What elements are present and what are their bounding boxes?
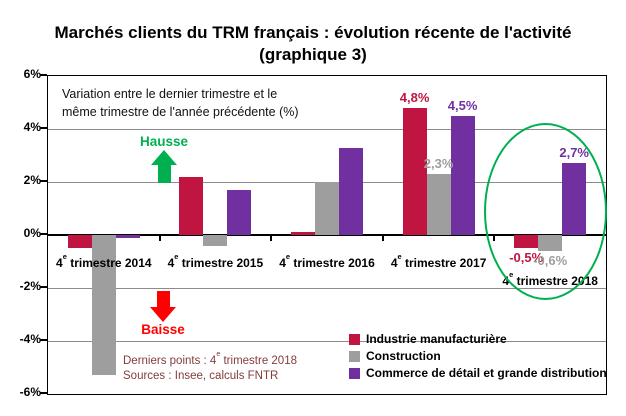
bar-construction-2016: [315, 182, 339, 235]
bar-value-label: 2,3%: [423, 156, 454, 172]
variation-note-line1: Variation entre le dernier trimestre et …: [62, 87, 278, 101]
chart-title: Marchés clients du TRM français : évolut…: [0, 22, 626, 66]
hausse-label: Hausse: [139, 134, 189, 149]
chart-title-line2: (graphique 3): [259, 45, 367, 64]
bar-commerce-2014: [115, 235, 140, 238]
y-tick-label: 4%: [23, 120, 41, 134]
bar-industrie-2015: [179, 176, 204, 235]
legend-item-label: Industrie manufacturière: [366, 332, 507, 346]
bar-commerce-2016: [339, 147, 363, 235]
legend-swatch-icon: [349, 333, 360, 345]
x-axis-zero-line: [48, 234, 606, 236]
footnote-line1: Derniers points : 4e trimestre 2018: [123, 349, 297, 367]
plot-area: Variation entre le dernier trimestre et …: [47, 75, 607, 395]
bar-industrie-2017: [402, 107, 427, 235]
bar-industrie-2014: [67, 235, 92, 249]
chart-title-line1: Marchés clients du TRM français : évolut…: [54, 23, 572, 42]
category-label-2016: 4e trimestre 2016: [279, 251, 375, 270]
legend-swatch-icon: [349, 350, 360, 362]
y-tick-mark: [40, 392, 47, 394]
bar-value-label: 4,8%: [399, 89, 430, 105]
up-arrow-icon: [132, 150, 196, 183]
bar-construction-2014: [91, 235, 116, 376]
gridline: [48, 288, 606, 289]
legend-item: Construction: [349, 349, 607, 363]
hausse-annotation: Hausse: [132, 134, 196, 183]
y-tick-label: 0%: [23, 226, 41, 240]
bar-construction-2015: [203, 235, 228, 246]
legend-item-label: Commerce de détail et grande distributio…: [366, 366, 607, 380]
category-label-2014: 4e trimestre 2014: [56, 251, 152, 270]
baisse-label: Baisse: [141, 322, 185, 337]
gridline: [48, 129, 606, 130]
baisse-annotation: Baisse: [131, 291, 195, 338]
legend-swatch-icon: [349, 367, 360, 379]
bar-value-label: 4,5%: [447, 97, 478, 113]
variation-note-line2: même trimestre de l'année précédente (%): [62, 105, 299, 120]
source-footnote: Derniers points : 4e trimestre 2018 Sour…: [123, 349, 297, 385]
legend-item: Commerce de détail et grande distributio…: [349, 366, 607, 380]
y-tick-mark: [40, 127, 47, 129]
bar-construction-2017: [426, 174, 451, 235]
legend-item-label: Construction: [366, 349, 441, 363]
x-tick-mark: [381, 236, 384, 241]
y-tick-label: 2%: [23, 173, 41, 187]
bar-commerce-2015: [227, 189, 252, 235]
x-tick-mark: [270, 236, 273, 241]
bar-industrie-2016: [291, 232, 315, 235]
y-tick-mark: [40, 74, 47, 76]
y-tick-mark: [40, 286, 47, 288]
y-tick-mark: [40, 233, 47, 235]
y-axis: 6% 4% 2% 0% -2% -4% -6%: [0, 67, 41, 399]
footnote-line2: Sources : Insee, calculs FNTR: [123, 370, 279, 383]
y-tick-label: 6%: [23, 67, 41, 81]
category-label-2017: 4e trimestre 2017: [390, 251, 487, 270]
legend: Industrie manufacturière Construction Comm…: [349, 332, 607, 383]
x-tick-mark: [158, 236, 161, 241]
y-tick-mark: [40, 339, 47, 341]
bar-commerce-2017: [450, 115, 475, 235]
y-tick-mark: [40, 180, 47, 182]
y-tick-label: -4%: [19, 332, 41, 346]
down-arrow-icon: [131, 291, 195, 322]
gridline: [48, 341, 606, 342]
highlight-ellipse-2018: [484, 123, 607, 300]
y-tick-label: -6%: [19, 385, 41, 399]
y-tick-label: -2%: [19, 279, 41, 293]
variation-note: Variation entre le dernier trimestre et …: [62, 85, 372, 121]
legend-item: Industrie manufacturière: [349, 332, 607, 346]
category-label-2015: 4e trimestre 2015: [167, 251, 264, 270]
